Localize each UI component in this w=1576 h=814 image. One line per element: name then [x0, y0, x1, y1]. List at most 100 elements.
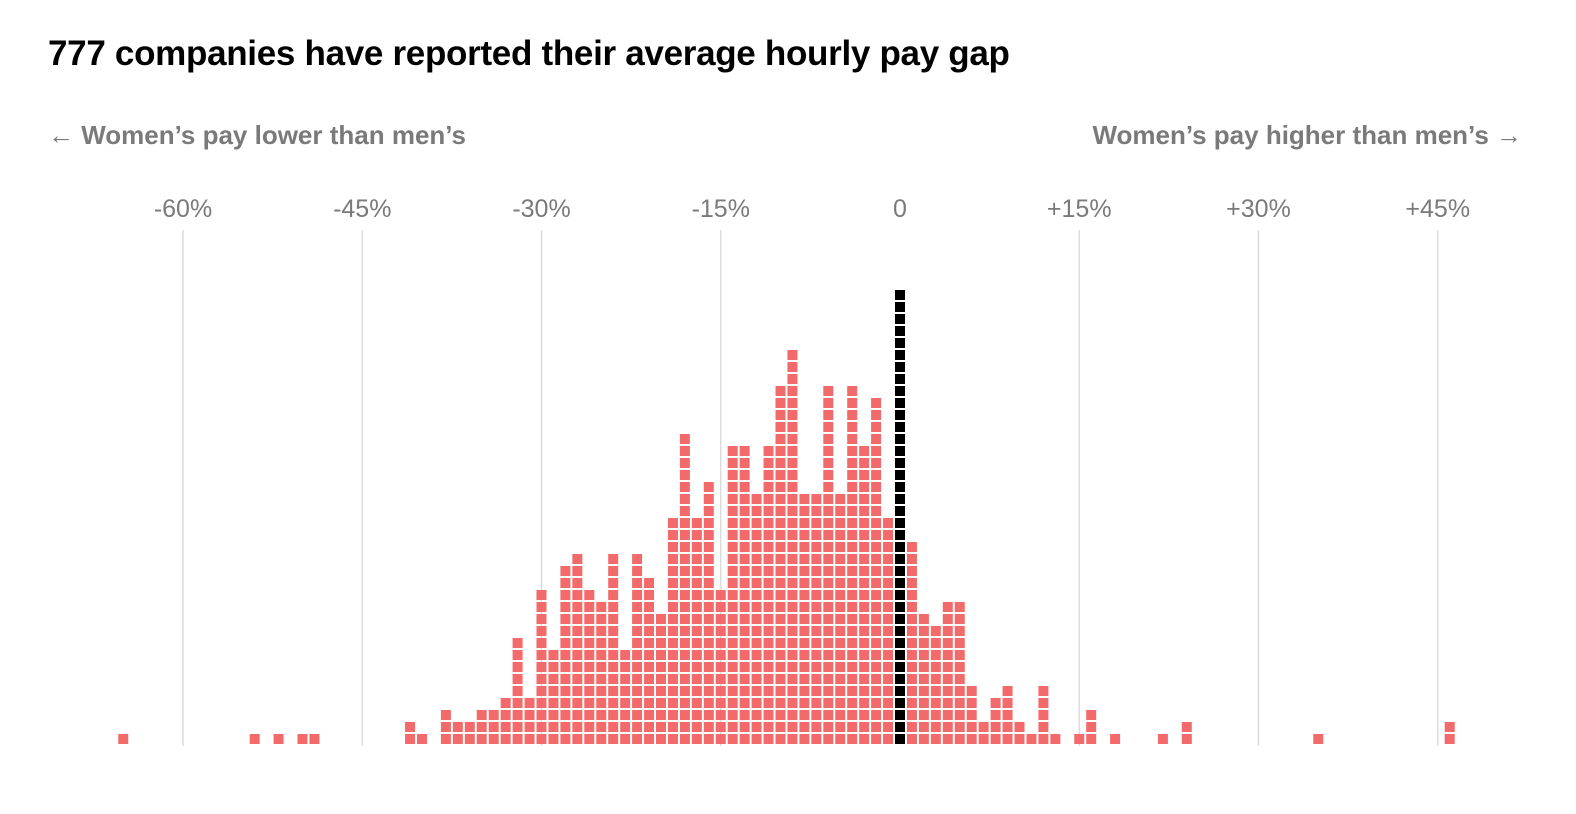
- company-square: [799, 626, 810, 636]
- company-square: [691, 554, 702, 564]
- company-square: [500, 710, 511, 720]
- company-square: [942, 626, 953, 636]
- company-square: [823, 698, 834, 708]
- x-axis-tick-labels: -60% -45% -30% -15% 0 +15% +30% +45%: [154, 195, 1470, 223]
- company-square: [405, 722, 416, 732]
- company-square: [596, 638, 607, 648]
- company-square: [787, 362, 798, 372]
- company-square: [703, 506, 714, 516]
- company-square: [871, 638, 882, 648]
- company-square: [775, 434, 786, 444]
- company-square: [656, 614, 666, 624]
- company-square: [895, 518, 905, 528]
- company-square: [679, 686, 690, 696]
- company-square: [667, 542, 678, 552]
- company-square: [787, 638, 798, 648]
- company-square: [859, 578, 870, 588]
- company-square: [667, 578, 678, 588]
- company-square: [954, 722, 965, 732]
- company-square: [488, 722, 499, 732]
- company-square: [775, 458, 786, 468]
- company-square: [787, 626, 798, 636]
- company-square: [667, 710, 678, 720]
- company-square: [488, 710, 499, 720]
- company-square: [966, 710, 977, 720]
- company-square: [632, 650, 643, 660]
- company-square: [871, 446, 882, 456]
- company-square: [871, 530, 882, 540]
- company-square: [835, 494, 846, 504]
- company-square: [823, 650, 834, 660]
- company-square: [751, 722, 762, 732]
- company-square: [954, 710, 965, 720]
- company-square: [620, 674, 631, 684]
- company-square: [835, 554, 846, 564]
- company-square: [906, 542, 917, 552]
- company-square: [883, 662, 894, 672]
- company-square: [560, 602, 571, 612]
- company-square: [584, 722, 595, 732]
- company-square: [751, 590, 762, 600]
- company-square: [751, 698, 762, 708]
- company-square: [679, 614, 690, 624]
- company-square: [883, 542, 894, 552]
- company-square: [476, 734, 487, 744]
- company-square: [751, 578, 762, 588]
- company-square: [667, 638, 678, 648]
- company-square: [799, 722, 810, 732]
- company-square: [656, 722, 666, 732]
- company-square: [739, 566, 750, 576]
- company-square: [895, 422, 905, 432]
- company-square: [715, 602, 726, 612]
- company-square: [942, 698, 953, 708]
- company-square: [930, 626, 941, 636]
- company-square: [751, 686, 762, 696]
- company-square: [775, 446, 786, 456]
- company-square: [799, 554, 810, 564]
- company-square: [596, 686, 607, 696]
- company-square: [895, 374, 905, 384]
- company-square: [763, 614, 774, 624]
- company-square: [883, 686, 894, 696]
- company-square: [751, 674, 762, 684]
- company-square: [787, 482, 798, 492]
- histogram-column: [1444, 722, 1455, 744]
- histogram-column: [990, 698, 1001, 744]
- x-tick-label: +30%: [1226, 195, 1291, 223]
- company-square: [895, 698, 905, 708]
- company-square: [715, 698, 726, 708]
- company-square: [512, 674, 523, 684]
- company-square: [727, 566, 738, 576]
- company-square: [775, 410, 786, 420]
- company-square: [703, 578, 714, 588]
- company-square: [942, 734, 953, 744]
- company-square: [895, 326, 905, 336]
- company-square: [811, 734, 822, 744]
- company-square: [1050, 734, 1061, 744]
- company-square: [775, 710, 786, 720]
- company-square: [703, 614, 714, 624]
- company-square: [799, 506, 810, 516]
- company-square: [656, 662, 666, 672]
- company-square: [835, 518, 846, 528]
- company-square: [715, 614, 726, 624]
- company-square: [715, 686, 726, 696]
- company-square: [847, 446, 858, 456]
- company-square: [751, 494, 762, 504]
- company-square: [871, 674, 882, 684]
- company-square: [847, 482, 858, 492]
- company-square: [847, 470, 858, 480]
- histogram-column: [727, 446, 738, 744]
- company-square: [560, 686, 571, 696]
- company-square: [811, 674, 822, 684]
- company-square: [823, 446, 834, 456]
- company-square: [895, 434, 905, 444]
- company-square: [847, 722, 858, 732]
- company-square: [691, 542, 702, 552]
- company-square: [572, 662, 583, 672]
- company-square: [859, 506, 870, 516]
- direction-label-lower: ← Women’s pay lower than men’s: [48, 120, 467, 150]
- company-square: [739, 602, 750, 612]
- company-square: [823, 554, 834, 564]
- company-square: [524, 722, 535, 732]
